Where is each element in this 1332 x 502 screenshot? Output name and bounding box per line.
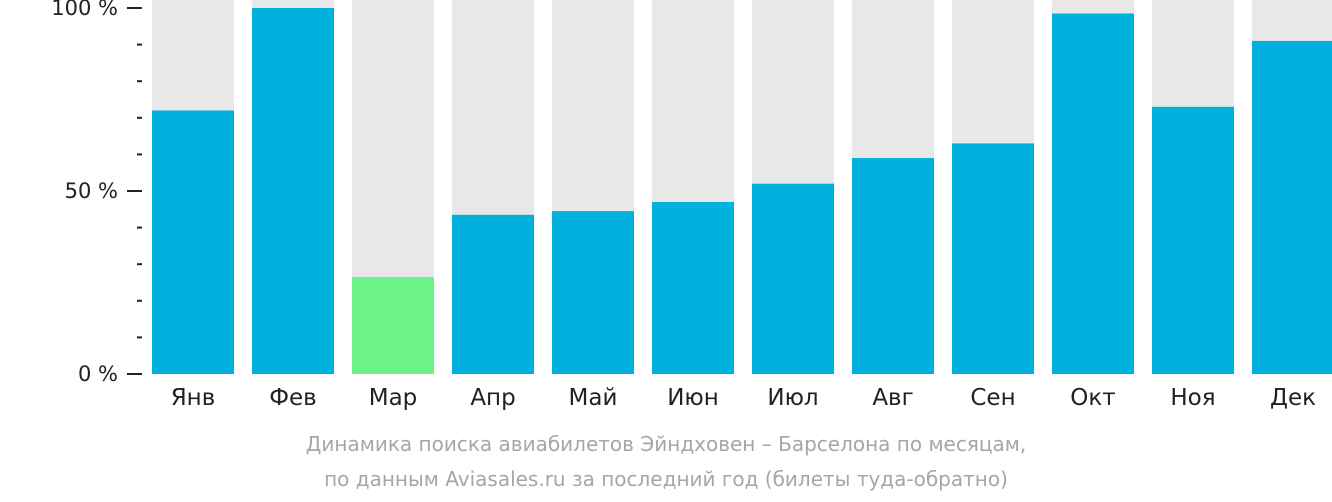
x-tick-label: Окт bbox=[1070, 385, 1115, 411]
bar bbox=[1052, 13, 1134, 375]
x-tick-label: Авг bbox=[872, 385, 913, 411]
x-tick-label: Мар bbox=[369, 385, 418, 411]
bar bbox=[952, 143, 1034, 374]
x-axis-labels: Янв Фев Мар Апр Май Июн Июл Авг Сен Окт Ноя Дек bbox=[171, 385, 1316, 411]
chart-caption-line-1: Динамика поиска авиабилетов Эйндховен – … bbox=[305, 432, 1027, 456]
bar bbox=[452, 214, 534, 374]
chart-caption-line-2: по данным Aviasales.ru за последний год … bbox=[324, 467, 1008, 491]
bar-chart: 0 % 50 % 100 % Янв Фев Мар Апр Май Июн Июл Авг Сен… bbox=[51, 0, 1332, 411]
y-axis: 0 % 50 % 100 % bbox=[51, 0, 142, 386]
y-tick-label: 0 % bbox=[78, 362, 118, 386]
bar bbox=[552, 211, 634, 374]
x-tick-label: Ноя bbox=[1170, 385, 1215, 411]
bar bbox=[252, 8, 334, 374]
data-bars bbox=[152, 8, 1332, 375]
bar bbox=[152, 110, 234, 374]
x-tick-label: Май bbox=[569, 385, 618, 411]
bar bbox=[352, 277, 434, 374]
y-tick-label: 50 % bbox=[65, 179, 118, 203]
x-tick-label: Сен bbox=[970, 385, 1015, 411]
bar bbox=[652, 201, 734, 374]
x-tick-label: Янв bbox=[171, 385, 216, 411]
x-tick-label: Фев bbox=[269, 385, 317, 411]
bar bbox=[852, 158, 934, 374]
x-tick-label: Июн bbox=[667, 385, 719, 411]
bar bbox=[752, 183, 834, 374]
x-tick-label: Июл bbox=[767, 385, 818, 411]
y-tick-label: 100 % bbox=[51, 0, 118, 20]
bar bbox=[1152, 106, 1234, 374]
bar bbox=[1252, 40, 1332, 374]
x-tick-label: Апр bbox=[470, 385, 515, 411]
x-tick-label: Дек bbox=[1270, 385, 1316, 411]
